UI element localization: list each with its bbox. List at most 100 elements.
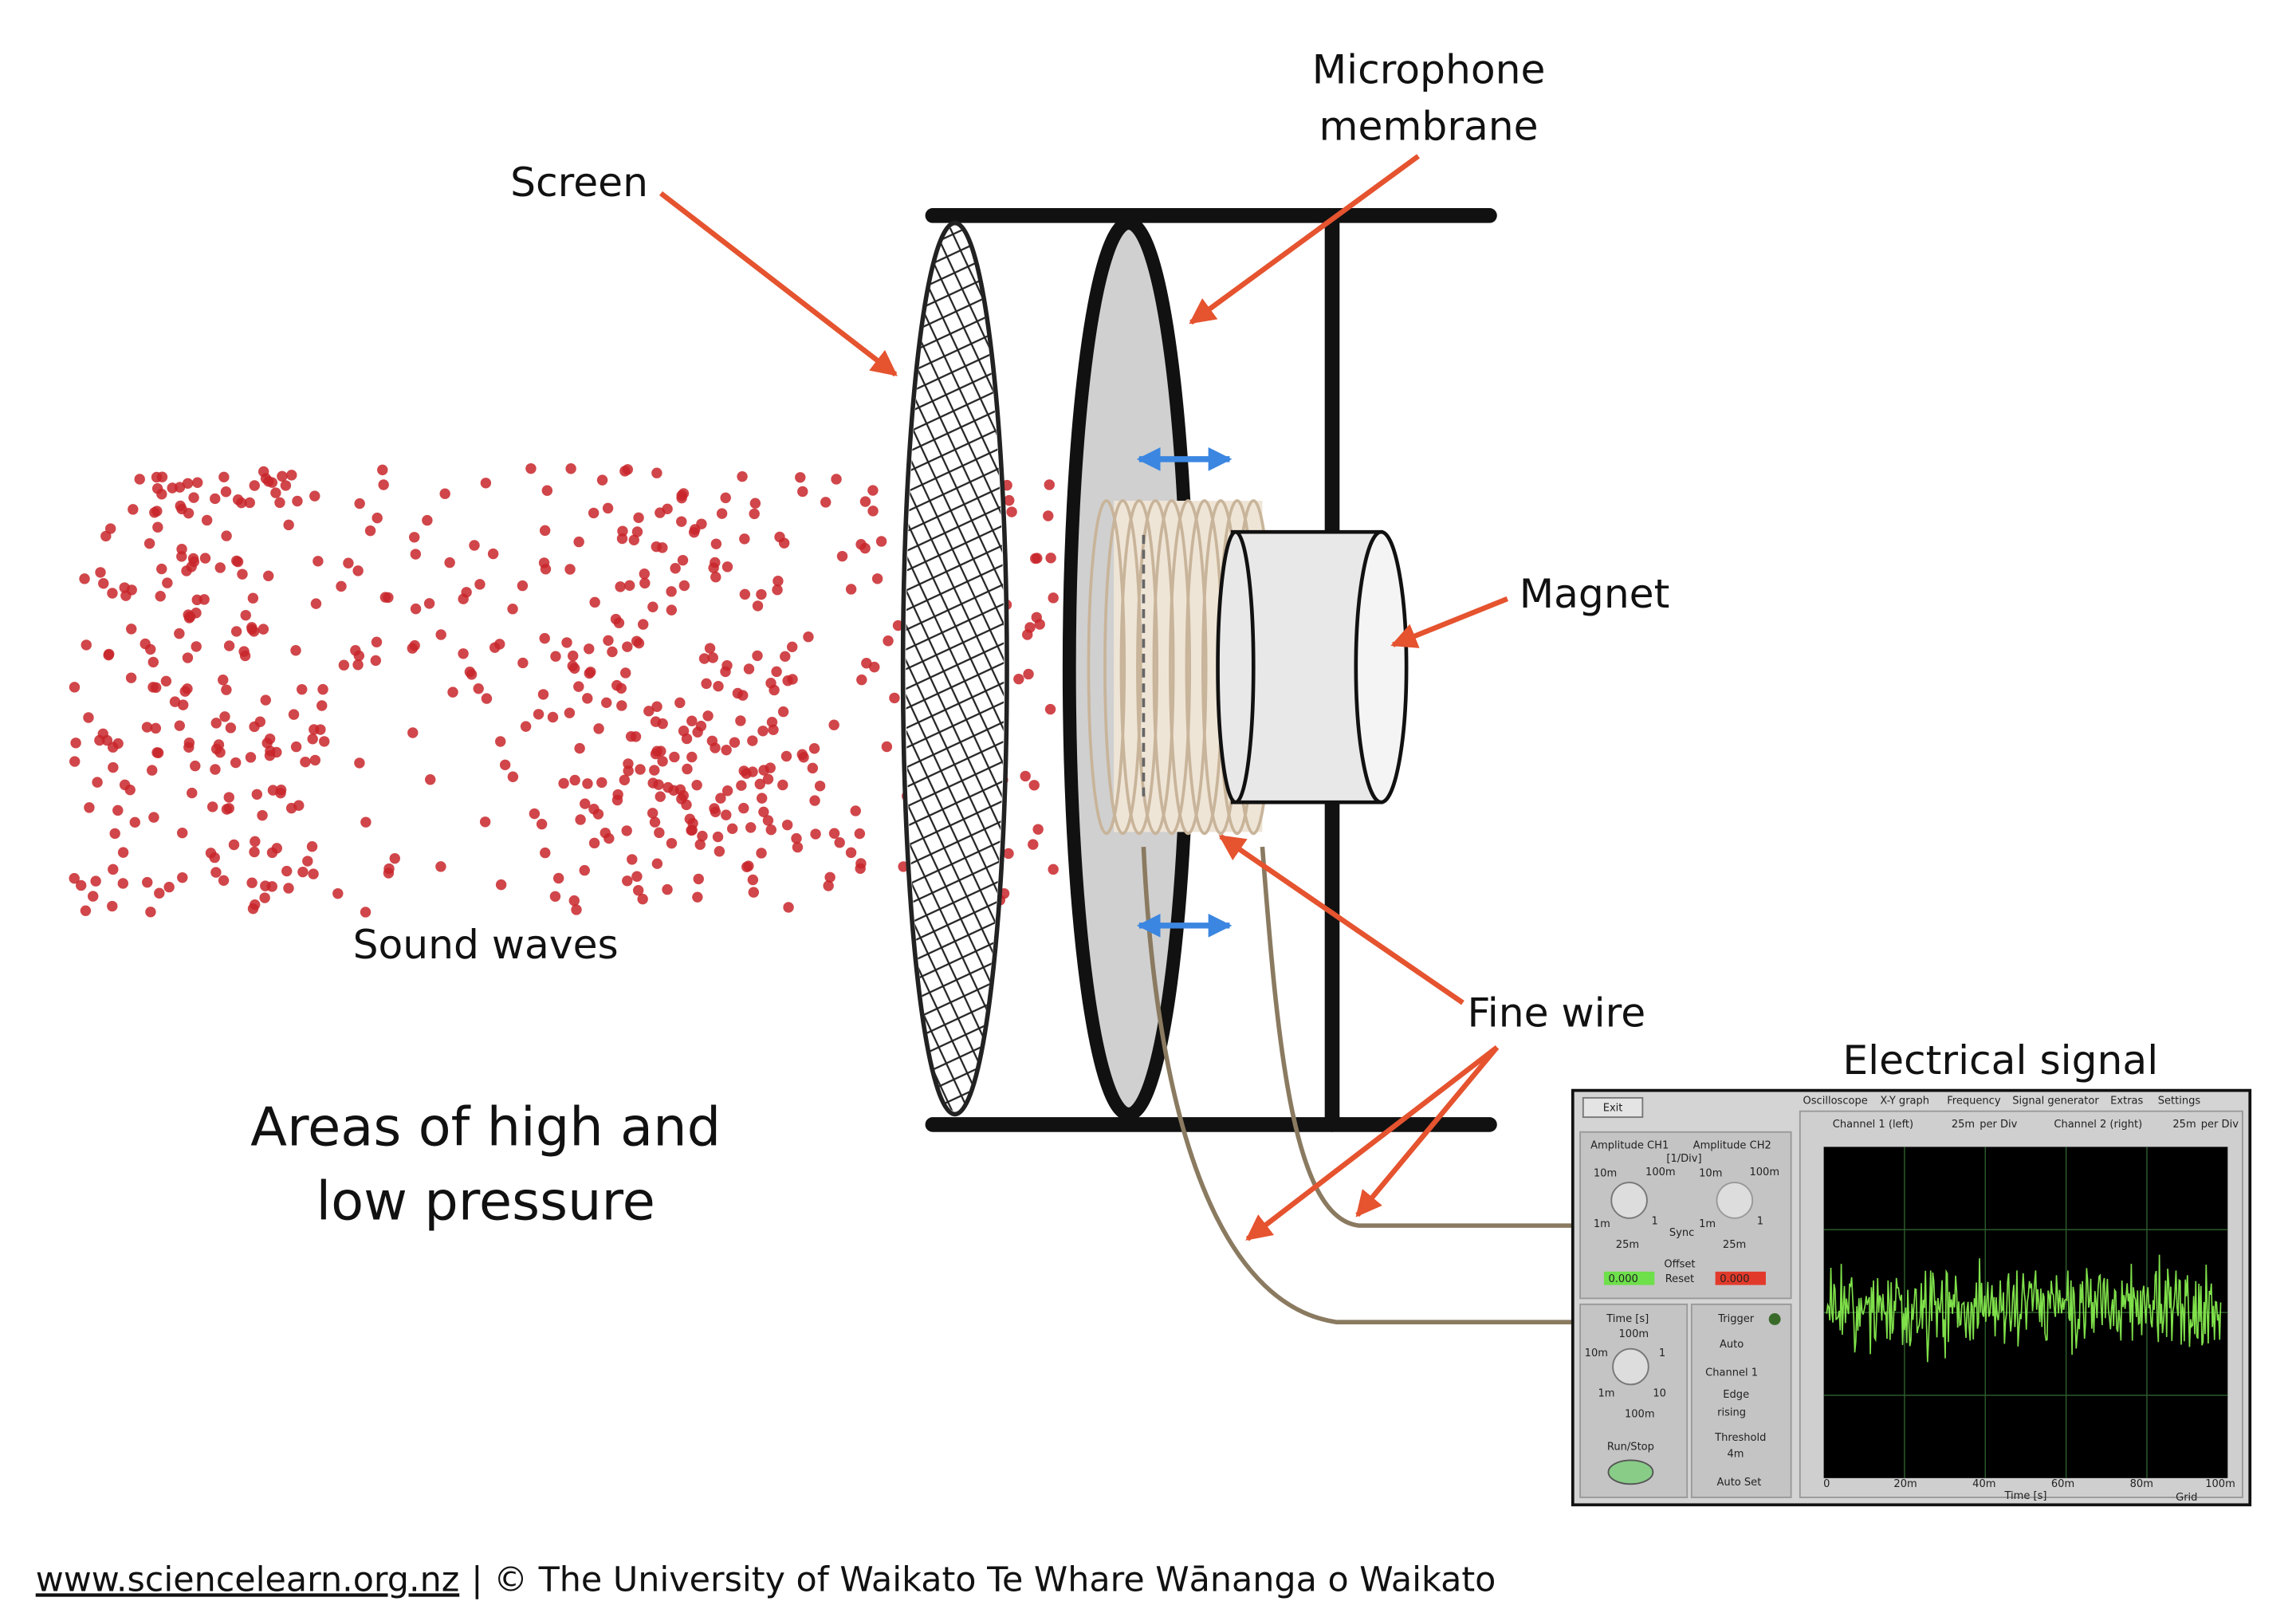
- particle: [883, 635, 894, 647]
- coil-turn: [1087, 499, 1126, 836]
- particle: [221, 684, 232, 695]
- panel-text: 1: [1757, 1215, 1763, 1227]
- particle: [756, 793, 768, 804]
- particle: [495, 879, 507, 891]
- particle: [246, 877, 258, 888]
- particle: [177, 871, 188, 883]
- particle: [1048, 592, 1059, 604]
- particle: [537, 689, 549, 700]
- particle: [313, 556, 324, 567]
- particle: [1020, 770, 1031, 782]
- particle: [622, 641, 633, 652]
- panel-text: Amplitude CH1: [1590, 1139, 1669, 1151]
- particle: [129, 816, 140, 828]
- particle: [378, 479, 389, 490]
- label: Areas of high and: [250, 1096, 721, 1159]
- particle: [612, 789, 623, 801]
- particle: [237, 568, 248, 580]
- particle: [480, 478, 492, 489]
- particle: [721, 744, 732, 756]
- particle: [230, 757, 242, 769]
- particle: [302, 856, 313, 867]
- particle: [820, 497, 832, 508]
- particle: [682, 763, 693, 775]
- tab: X-Y graph: [1880, 1095, 1929, 1107]
- particle: [525, 462, 537, 474]
- particle: [867, 506, 879, 517]
- particle: [221, 804, 233, 815]
- particle: [574, 742, 585, 754]
- particle: [749, 508, 760, 520]
- particle: [249, 480, 260, 491]
- particle: [265, 745, 276, 757]
- particle: [225, 722, 237, 734]
- particle: [410, 603, 422, 615]
- particle: [205, 848, 217, 859]
- particle: [869, 661, 880, 673]
- particle: [309, 490, 320, 502]
- particle: [352, 659, 364, 671]
- particle: [258, 466, 269, 478]
- particle: [69, 682, 81, 693]
- particle: [533, 709, 545, 720]
- particle: [573, 681, 584, 692]
- particle: [95, 567, 106, 578]
- particle: [352, 565, 364, 576]
- particle: [307, 734, 318, 745]
- particle: [218, 875, 230, 887]
- particle: [694, 839, 706, 850]
- panel-text: 1: [1659, 1347, 1665, 1359]
- particle: [1048, 864, 1059, 875]
- particle: [772, 584, 783, 596]
- particle: [306, 840, 318, 852]
- particle: [651, 858, 663, 869]
- particle: [499, 759, 511, 770]
- coil-turn: [1136, 499, 1175, 836]
- particle: [541, 485, 553, 496]
- particle: [354, 757, 365, 769]
- particle: [653, 779, 664, 790]
- particle: [871, 573, 883, 584]
- particle: [716, 508, 728, 519]
- particle: [247, 592, 259, 604]
- particle: [748, 887, 760, 898]
- particle: [650, 716, 662, 727]
- particle: [654, 827, 665, 839]
- panel-text: 25m: [1952, 1119, 1975, 1131]
- particle: [632, 885, 644, 896]
- particle: [810, 828, 821, 840]
- particle: [765, 677, 776, 689]
- particle: [619, 667, 631, 679]
- particle: [720, 492, 731, 504]
- particle: [474, 579, 486, 590]
- particle: [147, 656, 159, 668]
- particle: [596, 474, 608, 486]
- particle: [558, 777, 569, 789]
- panel-text: Trigger: [1717, 1313, 1755, 1325]
- panel-text: 100m: [1645, 1166, 1676, 1178]
- particle: [1013, 673, 1024, 685]
- particle: [638, 619, 649, 630]
- particle: [708, 562, 719, 573]
- particle: [855, 863, 866, 874]
- particle: [715, 793, 726, 804]
- footer-link[interactable]: www.sciencelearn.org.nz: [36, 1560, 460, 1599]
- particle: [623, 758, 634, 769]
- particle: [377, 464, 388, 476]
- panel-text: 100m: [1619, 1328, 1649, 1340]
- particle: [737, 470, 748, 482]
- particle: [889, 692, 900, 704]
- particle: [435, 629, 446, 640]
- x-tick-label: 0: [1823, 1478, 1830, 1490]
- particle: [568, 663, 580, 674]
- particle: [80, 905, 92, 916]
- particle: [756, 848, 767, 859]
- particle: [266, 477, 278, 488]
- particle: [87, 891, 99, 902]
- particle: [292, 495, 303, 507]
- particle: [836, 550, 848, 562]
- particle: [662, 781, 674, 793]
- particle: [309, 724, 320, 735]
- particle: [270, 487, 281, 498]
- particle: [1045, 553, 1056, 564]
